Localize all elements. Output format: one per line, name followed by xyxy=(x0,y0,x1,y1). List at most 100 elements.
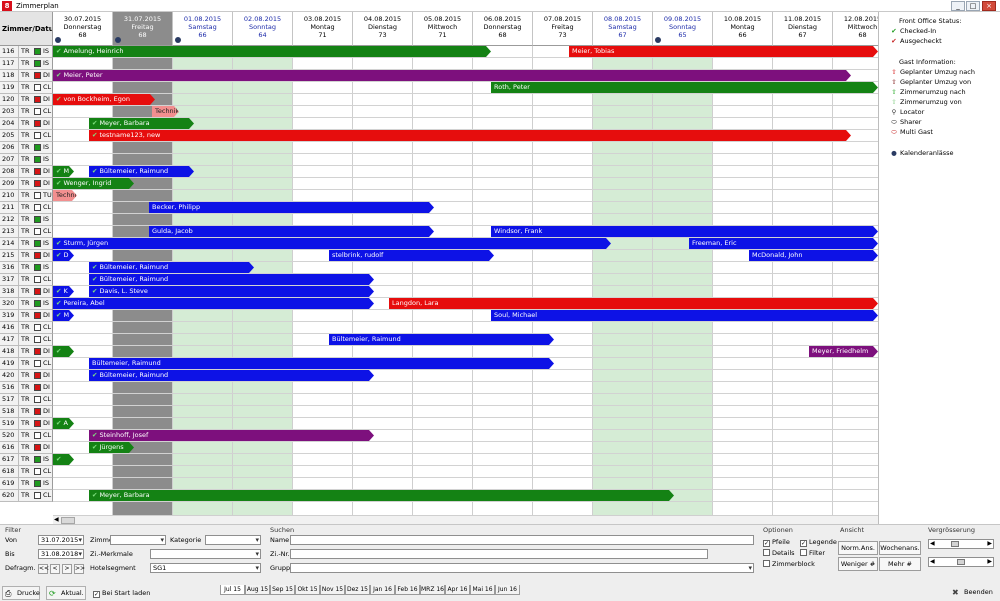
zoom-slider-knob[interactable] xyxy=(951,541,959,547)
maximize-button[interactable]: □ xyxy=(966,1,980,11)
calendar-event-icon[interactable] xyxy=(655,37,661,43)
scroll-thumb[interactable] xyxy=(61,517,75,524)
defragm-label[interactable]: Defragm. xyxy=(5,564,36,572)
booking-bar[interactable]: ✔ von Bockheim, Egon xyxy=(53,94,155,105)
room-row-header[interactable]: 420 TR DI xyxy=(0,370,53,382)
day-header[interactable]: 12.08.2015 Mittwoch 68 xyxy=(833,12,878,46)
room-row-header[interactable]: 518 TR DI xyxy=(0,406,53,418)
booking-bar[interactable]: ✔ testname123, new xyxy=(89,130,851,141)
day-header[interactable]: 02.08.2015 Sonntag 64 xyxy=(233,12,293,46)
day-header[interactable]: 06.08.2015 Donnerstag 68 xyxy=(473,12,533,46)
day-header[interactable]: 07.08.2015 Freitag 73 xyxy=(533,12,593,46)
room-row-header[interactable]: 206 TR IS xyxy=(0,142,53,154)
booking-bar[interactable]: ✔ D xyxy=(53,250,74,261)
month-tab[interactable]: Apr 16 xyxy=(445,585,470,595)
room-row-header[interactable]: 620 TR CL xyxy=(0,490,53,502)
booking-bar[interactable]: Bültemeier, Raimund xyxy=(89,358,554,369)
booking-bar[interactable]: Roth, Peter xyxy=(491,82,878,93)
room-row-header[interactable]: 516 TR DI xyxy=(0,382,53,394)
week-view-button[interactable]: Wochenans. xyxy=(879,541,921,555)
room-row-header[interactable]: 208 TR DI xyxy=(0,166,53,178)
calendar-event-icon[interactable] xyxy=(115,37,121,43)
booking-bar[interactable]: ✔ Bültemeier, Raimund xyxy=(89,166,194,177)
day-header[interactable]: 11.08.2015 Dienstag 67 xyxy=(773,12,833,46)
details-checkbox[interactable]: Details xyxy=(763,548,795,558)
booking-bar[interactable]: ✔ Amelung, Heinrich xyxy=(53,46,491,57)
room-row-header[interactable]: 212 TR IS xyxy=(0,214,53,226)
name-search-input[interactable] xyxy=(290,535,754,545)
kategorie-select[interactable] xyxy=(205,535,261,545)
zinr-search-input[interactable] xyxy=(290,549,708,559)
room-row-header[interactable]: 618 TR CL xyxy=(0,466,53,478)
month-tab[interactable]: Jun 16 xyxy=(495,585,520,595)
day-header[interactable]: 10.08.2015 Montag 66 xyxy=(713,12,773,46)
booking-bar[interactable]: Technik xyxy=(53,190,77,201)
pfeile-checkbox[interactable]: ✓ Pfeile xyxy=(763,538,790,547)
day-header[interactable]: 01.08.2015 Samstag 66 xyxy=(173,12,233,46)
room-row-header[interactable]: 419 TR CL xyxy=(0,358,53,370)
booking-bar[interactable]: ✔ Pereira, Abel xyxy=(53,298,374,309)
month-tab[interactable]: Okt 15 xyxy=(295,585,320,595)
room-row-header[interactable]: 418 TR DI xyxy=(0,346,53,358)
nav-last-button[interactable]: >> xyxy=(74,564,86,574)
room-row-header[interactable]: 117 TR IS xyxy=(0,58,53,70)
legende-checkbox[interactable]: ✓ Legende xyxy=(800,538,837,547)
month-tab[interactable]: Aug 15 xyxy=(245,585,270,595)
day-header[interactable]: 05.08.2015 Mittwoch 71 xyxy=(413,12,473,46)
room-row-header[interactable]: 116 TR IS xyxy=(0,46,53,58)
booking-bar[interactable]: ✔ Meyer, Barbara xyxy=(89,118,194,129)
booking-bar[interactable]: ✔ M xyxy=(53,310,74,321)
nav-next-button[interactable]: > xyxy=(62,564,72,574)
booking-bar[interactable]: ✔ K xyxy=(53,286,74,297)
booking-bar[interactable]: ✔ Bültemeier, Raimund xyxy=(89,262,254,273)
room-row-header[interactable]: 517 TR CL xyxy=(0,394,53,406)
room-row-header[interactable]: 210 TR TU xyxy=(0,190,53,202)
room-row-header[interactable]: 317 TR CL xyxy=(0,274,53,286)
gruppe-select[interactable] xyxy=(290,563,754,573)
booking-bar[interactable]: McDonald, John xyxy=(749,250,878,261)
room-row-header[interactable]: 119 TR CL xyxy=(0,82,53,94)
load-on-start-checkbox[interactable]: ✓ Bei Start laden xyxy=(93,589,151,598)
merkmale-select[interactable] xyxy=(150,549,261,559)
room-row-header[interactable]: 417 TR CL xyxy=(0,334,53,346)
filter-checkbox[interactable]: Filter xyxy=(800,548,825,558)
booking-bar[interactable]: ✔ A xyxy=(53,418,74,429)
zimmer-select[interactable] xyxy=(110,535,166,545)
room-row-header[interactable]: 209 TR DI xyxy=(0,178,53,190)
day-header[interactable]: 30.07.2015 Donnerstag 68 xyxy=(53,12,113,46)
room-row-header[interactable]: 204 TR DI xyxy=(0,118,53,130)
minimize-button[interactable]: _ xyxy=(951,1,965,11)
day-header[interactable]: 09.08.2015 Sonntag 65 xyxy=(653,12,713,46)
booking-bar[interactable]: ✔ Bültemeier, Raimund xyxy=(89,370,374,381)
calendar-event-icon[interactable] xyxy=(55,37,61,43)
booking-bar[interactable]: ✔ Wenger, Ingrid xyxy=(53,178,134,189)
room-row-header[interactable]: 519 TR DI xyxy=(0,418,53,430)
month-tab[interactable]: Nov 15 xyxy=(320,585,345,595)
refresh-button[interactable]: ⟳ Aktual. xyxy=(46,586,86,600)
day-header[interactable]: 03.08.2015 Montag 71 xyxy=(293,12,353,46)
bis-date-field[interactable]: 31.08.2018 xyxy=(38,549,84,559)
room-row-header[interactable]: 205 TR CL xyxy=(0,130,53,142)
booking-bar[interactable]: ✔ Sturm, Jürgen xyxy=(53,238,611,249)
print-button[interactable]: ⎙ Drucke xyxy=(2,586,40,600)
room-plan-grid[interactable]: Zimmer/Datum 30.07.2015Donnerstag6831.07… xyxy=(0,12,878,515)
horizontal-scrollbar[interactable]: ◀ xyxy=(53,515,878,524)
calendar-event-icon[interactable] xyxy=(175,37,181,43)
exit-button[interactable]: ✖ Beenden xyxy=(952,588,993,597)
day-header[interactable]: 08.08.2015 Samstag 67 xyxy=(593,12,653,46)
booking-bar[interactable]: Langdon, Lara xyxy=(389,298,878,309)
booking-bar[interactable]: Soul, Michael xyxy=(491,310,878,321)
month-tab[interactable]: Jul 15 xyxy=(220,585,245,595)
booking-bar[interactable]: Freeman, Eric xyxy=(689,238,878,249)
room-row-header[interactable]: 214 TR IS xyxy=(0,238,53,250)
room-row-header[interactable]: 520 TR CL xyxy=(0,430,53,442)
room-row-header[interactable]: 318 TR DI xyxy=(0,286,53,298)
zoom-slider-vertical[interactable]: ◀ ▶ xyxy=(928,557,994,567)
month-tab[interactable]: Jan 16 xyxy=(370,585,395,595)
room-row-header[interactable]: 316 TR IS xyxy=(0,262,53,274)
month-tab[interactable]: MRZ 16 xyxy=(420,585,445,595)
nav-prev-button[interactable]: < xyxy=(50,564,60,574)
booking-bar[interactable]: stelbrink, rudolf xyxy=(329,250,494,261)
room-row-header[interactable]: 619 TR IS xyxy=(0,478,53,490)
month-tab[interactable]: Dez 15 xyxy=(345,585,370,595)
